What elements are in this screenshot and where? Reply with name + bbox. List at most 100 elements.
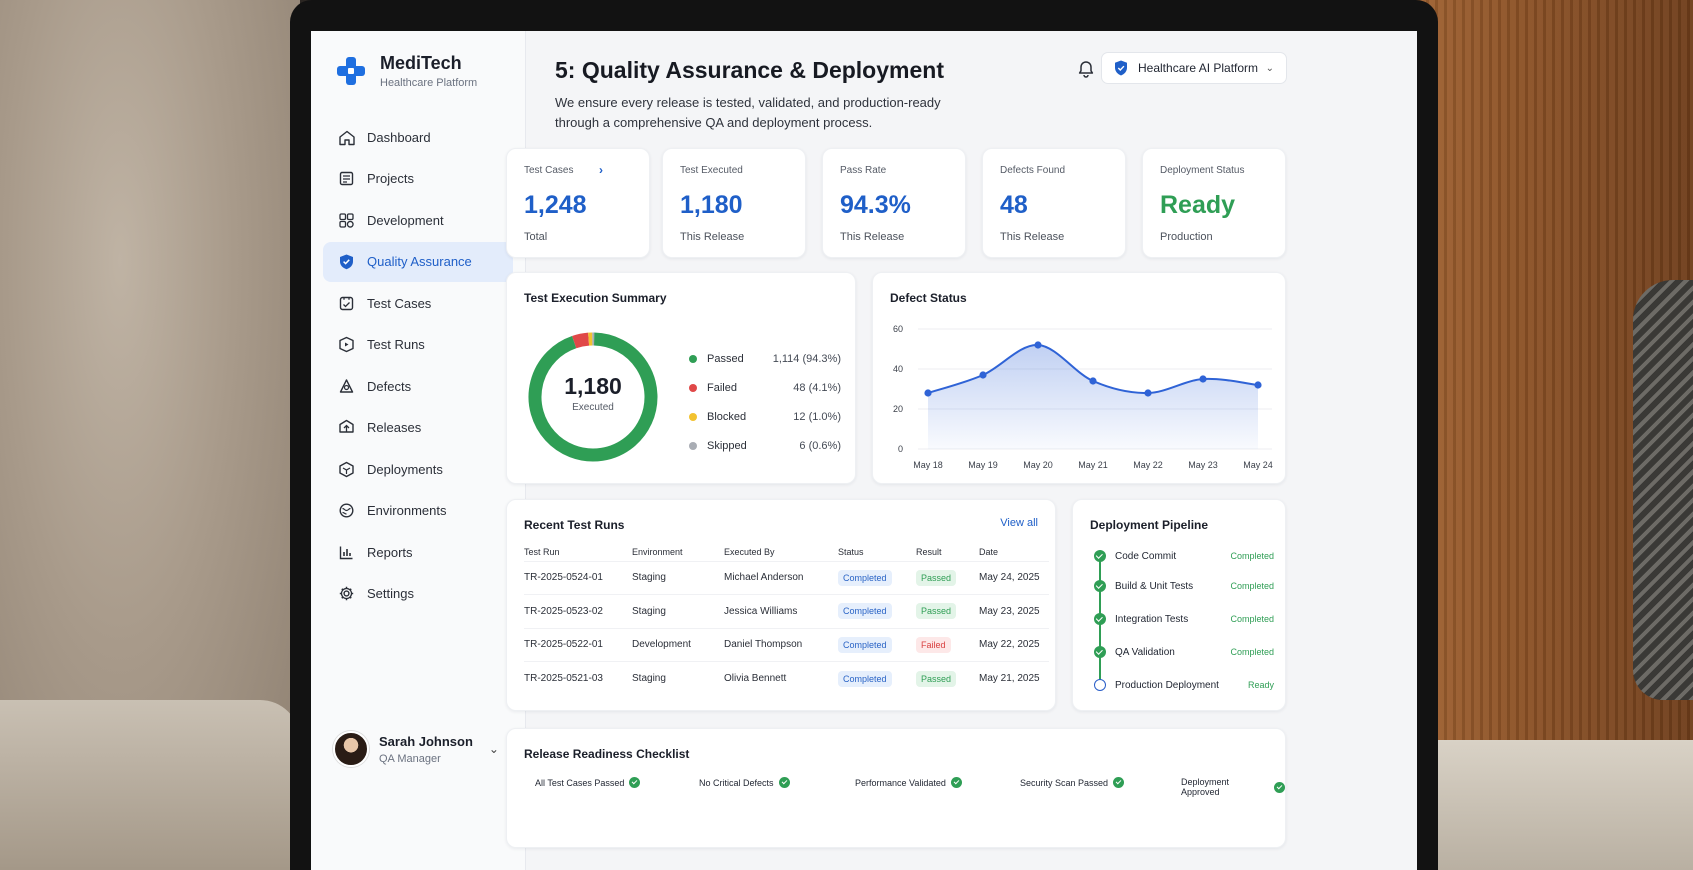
sidebar-item-dashboard[interactable]: Dashboard [323, 117, 513, 157]
stat-card-test-executed[interactable]: Test Executed 1,180 This Release [662, 148, 806, 258]
view-all-link[interactable]: View all [1000, 517, 1038, 529]
defect-area-fill [928, 344, 1258, 449]
pipeline-step-label: Integration Tests [1115, 613, 1189, 625]
pipeline-step[interactable]: Integration Tests Completed [1094, 613, 1274, 625]
chevron-down-icon[interactable]: ⌄ [488, 742, 499, 756]
stat-card-deployment-status[interactable]: Deployment Status Ready Production [1142, 148, 1286, 258]
pipeline-step-label: QA Validation [1115, 646, 1175, 658]
stat-value: Ready [1160, 191, 1236, 219]
result-badge: Failed [916, 636, 951, 653]
user-name: Sarah Johnson [379, 733, 473, 749]
bug-icon [337, 377, 355, 395]
checklist-item: Deployment Approved [1181, 777, 1285, 797]
sidebar-item-reports[interactable]: Reports [323, 532, 513, 572]
check-circle-icon [1094, 580, 1106, 592]
table-cell: Passed [916, 661, 979, 695]
defect-data-point[interactable] [1089, 377, 1097, 385]
stat-card-defects-found[interactable]: Defects Found 48 This Release [982, 148, 1126, 258]
stat-sub: This Release [840, 231, 905, 243]
defect-status-panel: Defect Status 0 20 40 60 May 18 May 19 May 20 M… [872, 272, 1286, 484]
table-cell: Michael Anderson [724, 560, 838, 595]
pipeline-step[interactable]: Production Deployment Ready [1094, 679, 1274, 691]
pipeline-step[interactable]: QA Validation Completed [1094, 646, 1274, 658]
defect-data-point[interactable] [1034, 341, 1042, 349]
table-cell: TR-2025-0524-01 [524, 560, 632, 595]
legend-label: Blocked [707, 410, 747, 423]
table-row[interactable]: TR-2025-0523-02 Staging Jessica Williams Co… [524, 594, 1049, 628]
legend-item-skipped: Skipped 6 (0.6%) [689, 431, 841, 460]
sidebar-item-settings[interactable]: Settings [323, 574, 513, 614]
sidebar-item-environments[interactable]: Environments [323, 491, 513, 531]
checklist-item: Security Scan Passed [1020, 777, 1125, 788]
stat-card-pass-rate[interactable]: Pass Rate 94.3% This Release [822, 148, 966, 258]
pipeline-step-status: Completed [1230, 581, 1274, 591]
striped-pillow [1633, 280, 1693, 700]
pipeline-step[interactable]: Build & Unit Tests Completed [1094, 580, 1274, 592]
sidebar-item-development[interactable]: Development [323, 200, 513, 240]
legend-item-failed: Failed 48 (4.1%) [689, 373, 841, 402]
column-header[interactable]: Result [916, 546, 942, 557]
sidebar-item-releases[interactable]: Releases [323, 408, 513, 448]
stat-sub: This Release [680, 231, 745, 243]
pipeline-step-label: Code Commit [1115, 550, 1177, 562]
column-header[interactable]: Test Run [524, 546, 560, 557]
column-header[interactable]: Environment [632, 546, 683, 557]
sidebar-item-quality-assurance[interactable]: Quality Assurance [323, 241, 513, 282]
stat-value: 94.3% [840, 191, 911, 219]
table-row[interactable]: TR-2025-0522-01 Development Daniel Thompso… [524, 627, 1049, 662]
column-header[interactable]: Date [979, 546, 999, 557]
table-cell: Staging [632, 560, 724, 595]
sidebar-item-test-runs[interactable]: Test Runs [323, 325, 513, 365]
user-profile[interactable]: Sarah Johnson QA Manager ⌄ [333, 731, 513, 767]
deployment-pipeline-panel: Deployment Pipeline Code Commit Completed… [1072, 499, 1286, 711]
defect-data-point[interactable] [1144, 389, 1152, 397]
pipeline-connector [1099, 590, 1101, 615]
table-row[interactable]: TR-2025-0521-03 Staging Olivia Bennett Comp… [524, 661, 1049, 695]
column-header[interactable]: Executed By [724, 546, 775, 557]
sidebar-item-defects[interactable]: Defects [323, 366, 513, 406]
gear-icon [337, 585, 355, 603]
defect-data-point[interactable] [1199, 375, 1207, 383]
bell-icon[interactable] [1076, 59, 1096, 79]
legend-swatch [689, 412, 697, 421]
platform-selector[interactable]: Healthcare AI Platform ⌄ [1101, 52, 1287, 84]
check-circle-icon [1094, 613, 1106, 625]
sidebar-item-test-cases[interactable]: Test Cases [323, 283, 513, 323]
sidebar-item-projects[interactable]: Projects [323, 159, 513, 199]
legend-swatch [689, 441, 697, 450]
brand[interactable]: MediTech Healthcare Platform [335, 53, 477, 89]
defect-data-point[interactable] [924, 389, 932, 397]
legend-value: 1,114 (94.3%) [772, 352, 841, 365]
pipeline-step[interactable]: Code Commit Completed [1094, 550, 1274, 562]
table-row[interactable]: TR-2025-0524-01 Staging Michael Anderson Co… [524, 560, 1049, 595]
x-tick-label: May 20 [1023, 460, 1053, 470]
y-tick-label: 60 [893, 324, 903, 334]
defect-data-point[interactable] [979, 371, 987, 379]
legend-value: 48 (4.1%) [793, 381, 841, 394]
x-tick-label: May 23 [1188, 460, 1218, 470]
legend-label: Skipped [707, 439, 747, 452]
table-cell: Passed [916, 560, 979, 595]
sidebar-item-label: Reports [367, 544, 413, 560]
release-readiness-panel: Release Readiness Checklist All Test Cas… [506, 728, 1286, 848]
sidebar-item-deployments[interactable]: Deployments [323, 449, 513, 489]
shield-icon [1115, 60, 1127, 76]
legend-swatch [689, 383, 697, 392]
test-execution-summary-panel: Test Execution Summary 1,180 Executed Pa… [506, 272, 856, 484]
table-cell: Staging [632, 661, 724, 695]
legend-item-blocked: Blocked 12 (1.0%) [689, 402, 841, 431]
legend-value: 12 (1.0%) [793, 410, 841, 423]
stat-label: Deployment Status [1160, 165, 1245, 176]
defect-data-point[interactable] [1254, 381, 1262, 389]
sidebar-item-label: Projects [367, 171, 414, 186]
stat-card-test-cases[interactable]: Test Cases › 1,248 Total [506, 148, 650, 258]
chevron-right-icon[interactable]: › [599, 163, 603, 177]
legend-label: Failed [707, 381, 737, 394]
column-header[interactable]: Status [838, 546, 864, 557]
stat-label: Test Cases [524, 165, 574, 176]
user-role: QA Manager [379, 752, 441, 765]
donut-slice-passed [528, 332, 658, 462]
check-circle-icon [1094, 646, 1106, 658]
legend-value: 6 (0.6%) [799, 439, 841, 452]
table-cell: May 23, 2025 [979, 594, 1049, 628]
